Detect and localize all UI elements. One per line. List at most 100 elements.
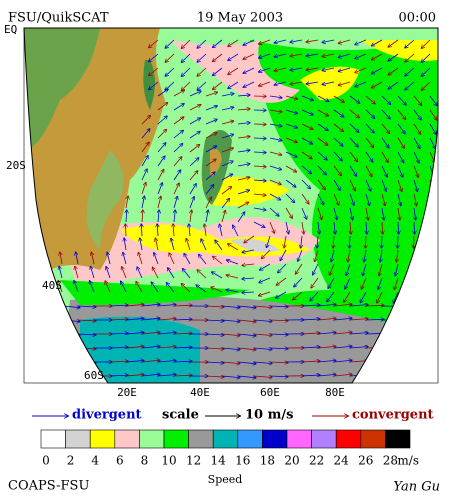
wind-vector xyxy=(181,284,191,293)
wind-vector xyxy=(28,252,30,265)
wind-vector xyxy=(269,348,288,349)
wind-vector xyxy=(189,171,198,181)
wind-vector xyxy=(349,319,368,320)
wind-vector xyxy=(298,249,303,261)
wind-vector xyxy=(381,165,387,177)
wind-vector xyxy=(397,362,416,363)
wind-vector xyxy=(157,183,162,195)
wind-vector xyxy=(333,235,334,248)
lat-label: EQ xyxy=(4,23,17,36)
wind-vector xyxy=(429,361,438,365)
wind-vector xyxy=(221,174,232,181)
wind-vector xyxy=(173,130,183,139)
wind-vector xyxy=(285,151,297,157)
wind-vector xyxy=(141,169,147,181)
wind-vector xyxy=(212,272,223,279)
wind-vector xyxy=(317,318,336,320)
wind-vector xyxy=(430,207,431,220)
wind-vector xyxy=(429,137,435,149)
wind-vector xyxy=(269,376,288,377)
wind-vector xyxy=(58,281,63,293)
wind-vector xyxy=(149,67,159,76)
wind-vector xyxy=(413,193,417,206)
wind-vector xyxy=(173,196,177,209)
colorbar: 0 2 4 6 8 10 12 14 16 18 20 22 24 26 28 m/s xyxy=(40,429,419,468)
wind-vector xyxy=(333,165,341,176)
wind-vector xyxy=(29,320,48,322)
wind-vector xyxy=(140,238,143,251)
wind-vector xyxy=(237,150,250,152)
wind-vector xyxy=(301,193,309,204)
wind-vector xyxy=(269,193,280,200)
wind-vector xyxy=(413,376,432,378)
wind-vector xyxy=(301,151,312,159)
colorbar-tick: 6 xyxy=(116,454,124,468)
wind-vector xyxy=(151,282,159,293)
wind-vector xyxy=(361,277,367,289)
wind-vector xyxy=(350,221,351,234)
wind-vector xyxy=(253,166,266,167)
wind-vector xyxy=(322,53,335,56)
wind-vector xyxy=(430,221,431,234)
wind-vector xyxy=(213,39,223,47)
wind-vector xyxy=(365,95,375,104)
divergent-label: divergent xyxy=(72,408,142,423)
color-swatch xyxy=(114,429,140,449)
wind-vector xyxy=(165,53,175,62)
wind-vector xyxy=(59,266,63,279)
wind-vector xyxy=(317,165,326,175)
wind-vector xyxy=(413,320,432,322)
wind-vector xyxy=(228,244,239,251)
wind-vector xyxy=(285,193,294,202)
color-swatch xyxy=(212,429,239,449)
wind-vector xyxy=(189,158,199,167)
wind-vector xyxy=(269,165,281,170)
wind-vector xyxy=(44,252,46,265)
wind-vector xyxy=(355,39,367,45)
wind-vector xyxy=(211,287,223,293)
wind-vector xyxy=(141,360,160,362)
wind-vector xyxy=(269,137,282,141)
wind-vector xyxy=(269,110,282,112)
wind-vector xyxy=(274,81,287,85)
wind-vector xyxy=(149,53,159,62)
wind-vector xyxy=(269,221,274,233)
wind-vector xyxy=(157,374,176,376)
wind-vector xyxy=(388,39,399,47)
wind-vector xyxy=(426,291,431,303)
time: 00:00 xyxy=(399,11,436,26)
colorbar-tick: 18 xyxy=(260,454,275,468)
wind-vector xyxy=(381,137,389,148)
wind-vector xyxy=(173,144,183,153)
wind-vector xyxy=(173,375,192,376)
wind-vector xyxy=(311,277,319,288)
wind-vector xyxy=(189,91,201,97)
color-swatch xyxy=(262,429,288,449)
wind-vector xyxy=(413,334,432,336)
wind-vector xyxy=(410,291,415,303)
wind-vector xyxy=(237,306,256,308)
wind-vector xyxy=(197,53,207,62)
frame xyxy=(23,27,439,384)
wind-vector xyxy=(45,334,64,336)
wind-vector xyxy=(29,306,48,308)
wind-vector xyxy=(421,39,431,48)
wind-vector xyxy=(365,123,374,133)
wind-vector xyxy=(348,249,351,262)
color-swatch xyxy=(163,429,189,449)
wind-vector xyxy=(349,137,358,147)
wind-vector xyxy=(355,81,367,87)
colorbar-tick: 0 xyxy=(42,454,50,468)
wind-vector xyxy=(301,347,320,348)
wind-vector xyxy=(228,39,239,46)
wind-vector xyxy=(226,290,239,293)
wind-vector xyxy=(290,53,303,56)
wind-vector xyxy=(381,193,385,206)
wind-vector xyxy=(173,361,192,362)
wind-vector xyxy=(429,319,438,323)
wind-vector xyxy=(253,221,265,227)
wind-vector xyxy=(221,306,240,308)
wind-vector xyxy=(196,285,207,293)
wind-vector xyxy=(259,81,271,86)
wind-vector xyxy=(205,320,224,321)
